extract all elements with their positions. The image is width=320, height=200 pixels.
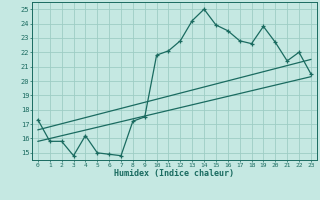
X-axis label: Humidex (Indice chaleur): Humidex (Indice chaleur) xyxy=(115,169,234,178)
